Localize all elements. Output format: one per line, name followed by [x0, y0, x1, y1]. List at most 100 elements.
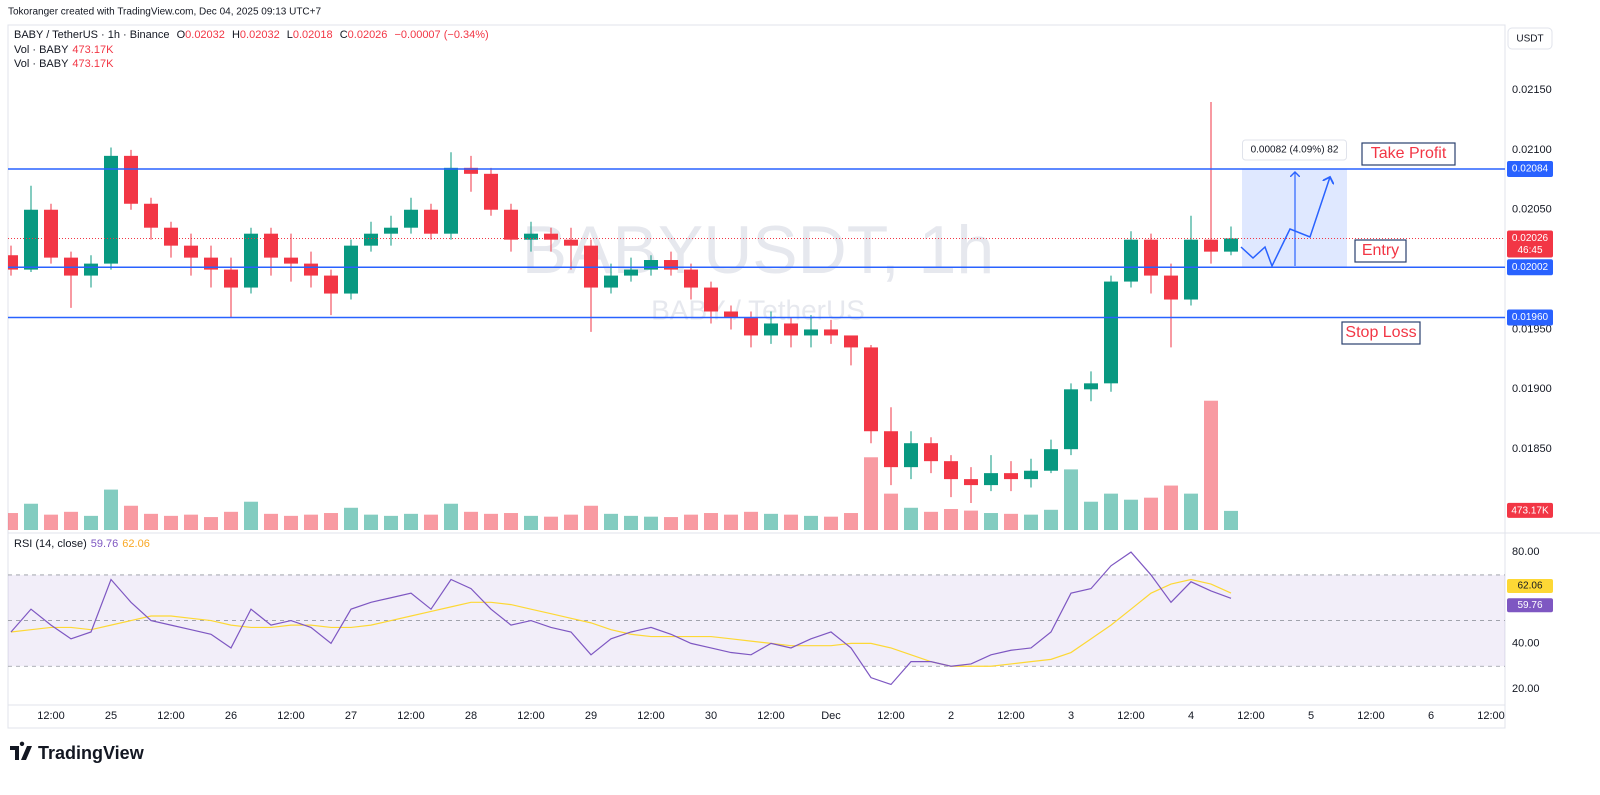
candle-body — [344, 245, 358, 294]
candle-body — [1144, 239, 1158, 276]
volume-bar — [784, 514, 798, 530]
x-tick-label: 26 — [225, 710, 237, 722]
candle-body — [1184, 239, 1198, 300]
volume-bar — [904, 507, 918, 530]
candle-body — [784, 323, 798, 336]
x-tick-label: 28 — [465, 710, 477, 722]
level-note-box — [1341, 321, 1421, 345]
volume-bar — [344, 507, 358, 530]
volume-bar — [864, 457, 878, 530]
legend-volume: Vol · BABY 473.17K — [14, 44, 114, 56]
x-tick-label: 25 — [105, 710, 117, 722]
volume-bar — [584, 505, 598, 530]
watermark-title: BABYUSDT, 1h — [522, 212, 994, 288]
volume-bar — [364, 514, 378, 530]
candle-body — [484, 173, 498, 210]
volume-bar — [384, 515, 398, 530]
x-tick-label: 12:00 — [517, 710, 545, 722]
candle-body — [324, 275, 338, 294]
volume-bar — [684, 514, 698, 530]
candle-body — [144, 203, 158, 228]
volume-bar — [264, 513, 278, 530]
volume-bar — [24, 503, 38, 530]
x-tick-label: 5 — [1308, 710, 1314, 722]
volume-bar — [824, 516, 838, 530]
volume-bar — [224, 511, 238, 530]
level-tag-label: 0.01960 — [1512, 312, 1549, 323]
candle-body — [124, 155, 138, 204]
candle-body — [764, 323, 778, 336]
brand: TradingView — [38, 743, 145, 763]
rsi-ma-value: 62.06 — [122, 538, 150, 550]
volume-bar — [604, 513, 618, 530]
rsi-title: RSI (14, close) — [14, 538, 87, 550]
candle-body — [524, 233, 538, 240]
candle-body — [424, 209, 438, 234]
volume-bar — [324, 513, 338, 530]
x-tick-label: 12:00 — [1117, 710, 1145, 722]
candle-body — [704, 287, 718, 312]
volume-bar — [8, 513, 18, 530]
level-note-box — [1354, 239, 1407, 263]
volume-bar — [564, 514, 578, 530]
volume-tag — [1507, 502, 1553, 518]
x-tick-label: 6 — [1428, 710, 1434, 722]
volume-bar — [524, 515, 538, 530]
level-note: Entry — [1362, 242, 1399, 259]
last-price-tag — [1507, 230, 1553, 258]
candle-body — [824, 329, 838, 336]
x-tick-label: 12:00 — [1357, 710, 1385, 722]
volume-bar — [144, 513, 158, 530]
volume-bar — [44, 514, 58, 530]
legend-main: BABY / TetherUS · 1h · Binance O0.02032 … — [14, 29, 489, 41]
volume-bar — [304, 514, 318, 530]
candle-body — [864, 347, 878, 432]
currency-button[interactable] — [1507, 27, 1553, 50]
ohlc-l-label: L — [287, 29, 293, 41]
rsi-tag-label: 59.76 — [1517, 600, 1542, 611]
candle-body — [624, 269, 638, 276]
volume-bar — [544, 516, 558, 530]
volume-bar — [504, 513, 518, 530]
volume-bar — [424, 514, 438, 530]
candle-body — [644, 260, 658, 270]
x-tick-label: 27 — [345, 710, 357, 722]
x-tick-label: 12:00 — [1237, 710, 1265, 722]
x-tick-label: 30 — [705, 710, 717, 722]
ohlc-c: 0.02026 — [348, 29, 388, 41]
volume-bar — [1144, 497, 1158, 530]
volume-bar — [464, 511, 478, 530]
volume-bar — [1084, 501, 1098, 530]
volume-bar — [1024, 514, 1038, 530]
candle-body — [164, 227, 178, 246]
candle-body — [544, 233, 558, 240]
candle-body — [84, 263, 98, 276]
candle-body — [8, 255, 18, 270]
candle-body — [1224, 238, 1238, 252]
last-price-label: 0.02026 — [1512, 233, 1549, 244]
volume-bar — [1224, 510, 1238, 530]
candle-body — [884, 431, 898, 468]
x-tick-label: 12:00 — [397, 710, 425, 722]
rsi-line — [10, 578, 1232, 667]
x-tick-label: 2 — [948, 710, 954, 722]
rsi-tick-label: 80.00 — [1512, 546, 1540, 558]
volume-bar — [804, 515, 818, 530]
candle-body — [924, 443, 938, 462]
candle-body — [964, 479, 978, 486]
volume-bar — [704, 513, 718, 530]
projection-path — [1240, 177, 1330, 268]
candle-body — [904, 443, 918, 468]
volume-bar — [1104, 493, 1118, 530]
volume-bar — [664, 517, 678, 530]
candle-body — [1084, 383, 1098, 390]
rsi-line — [10, 551, 1232, 686]
volume-bar — [184, 514, 198, 530]
volume-bar — [744, 511, 758, 530]
candle-body — [664, 260, 678, 270]
candle-body — [384, 227, 398, 234]
rsi-tick-label: 40.00 — [1512, 637, 1540, 649]
volume-bar — [164, 515, 178, 530]
